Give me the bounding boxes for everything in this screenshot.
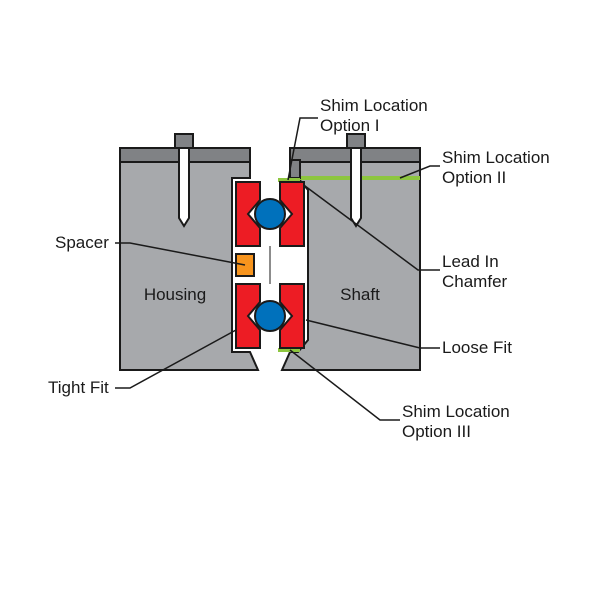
callout-spacer-text: Spacer <box>55 233 109 252</box>
housing-label: Housing <box>144 285 206 304</box>
ball-upper <box>255 199 285 229</box>
callout-shim2-line2: Option II <box>442 168 506 187</box>
callout-leadin-line2: Chamfer <box>442 272 507 291</box>
ball-lower <box>255 301 285 331</box>
callout-shim2-line1: Shim Location <box>442 148 550 167</box>
callout-shim3-line2: Option III <box>402 422 471 441</box>
callout-shim1-line2: Option I <box>320 116 380 135</box>
diagram-canvas: Housing Shaft <box>0 0 600 600</box>
callout-loosefit-text: Loose Fit <box>442 338 512 357</box>
callout-shim3-line1: Shim Location <box>402 402 510 421</box>
callout-tightfit: Tight Fit <box>48 378 109 398</box>
callout-shim3: Shim Location Option III <box>402 402 510 441</box>
callout-leadin-line1: Lead In <box>442 252 499 271</box>
callout-tightfit-text: Tight Fit <box>48 378 109 397</box>
shaft-label: Shaft <box>340 285 380 304</box>
housing-bolt-shank <box>179 148 189 226</box>
shaft-bolt-shank <box>351 148 361 226</box>
callout-shim1-line1: Shim Location <box>320 96 428 115</box>
housing-bolt-head <box>175 134 193 148</box>
callout-shim1: Shim Location Option I <box>320 96 428 135</box>
callout-shim2: Shim Location Option II <box>442 148 550 187</box>
callout-leadin: Lead In Chamfer <box>442 252 507 291</box>
callout-spacer: Spacer <box>55 233 109 253</box>
shaft-bolt-head <box>347 134 365 148</box>
callout-loosefit: Loose Fit <box>442 338 512 358</box>
